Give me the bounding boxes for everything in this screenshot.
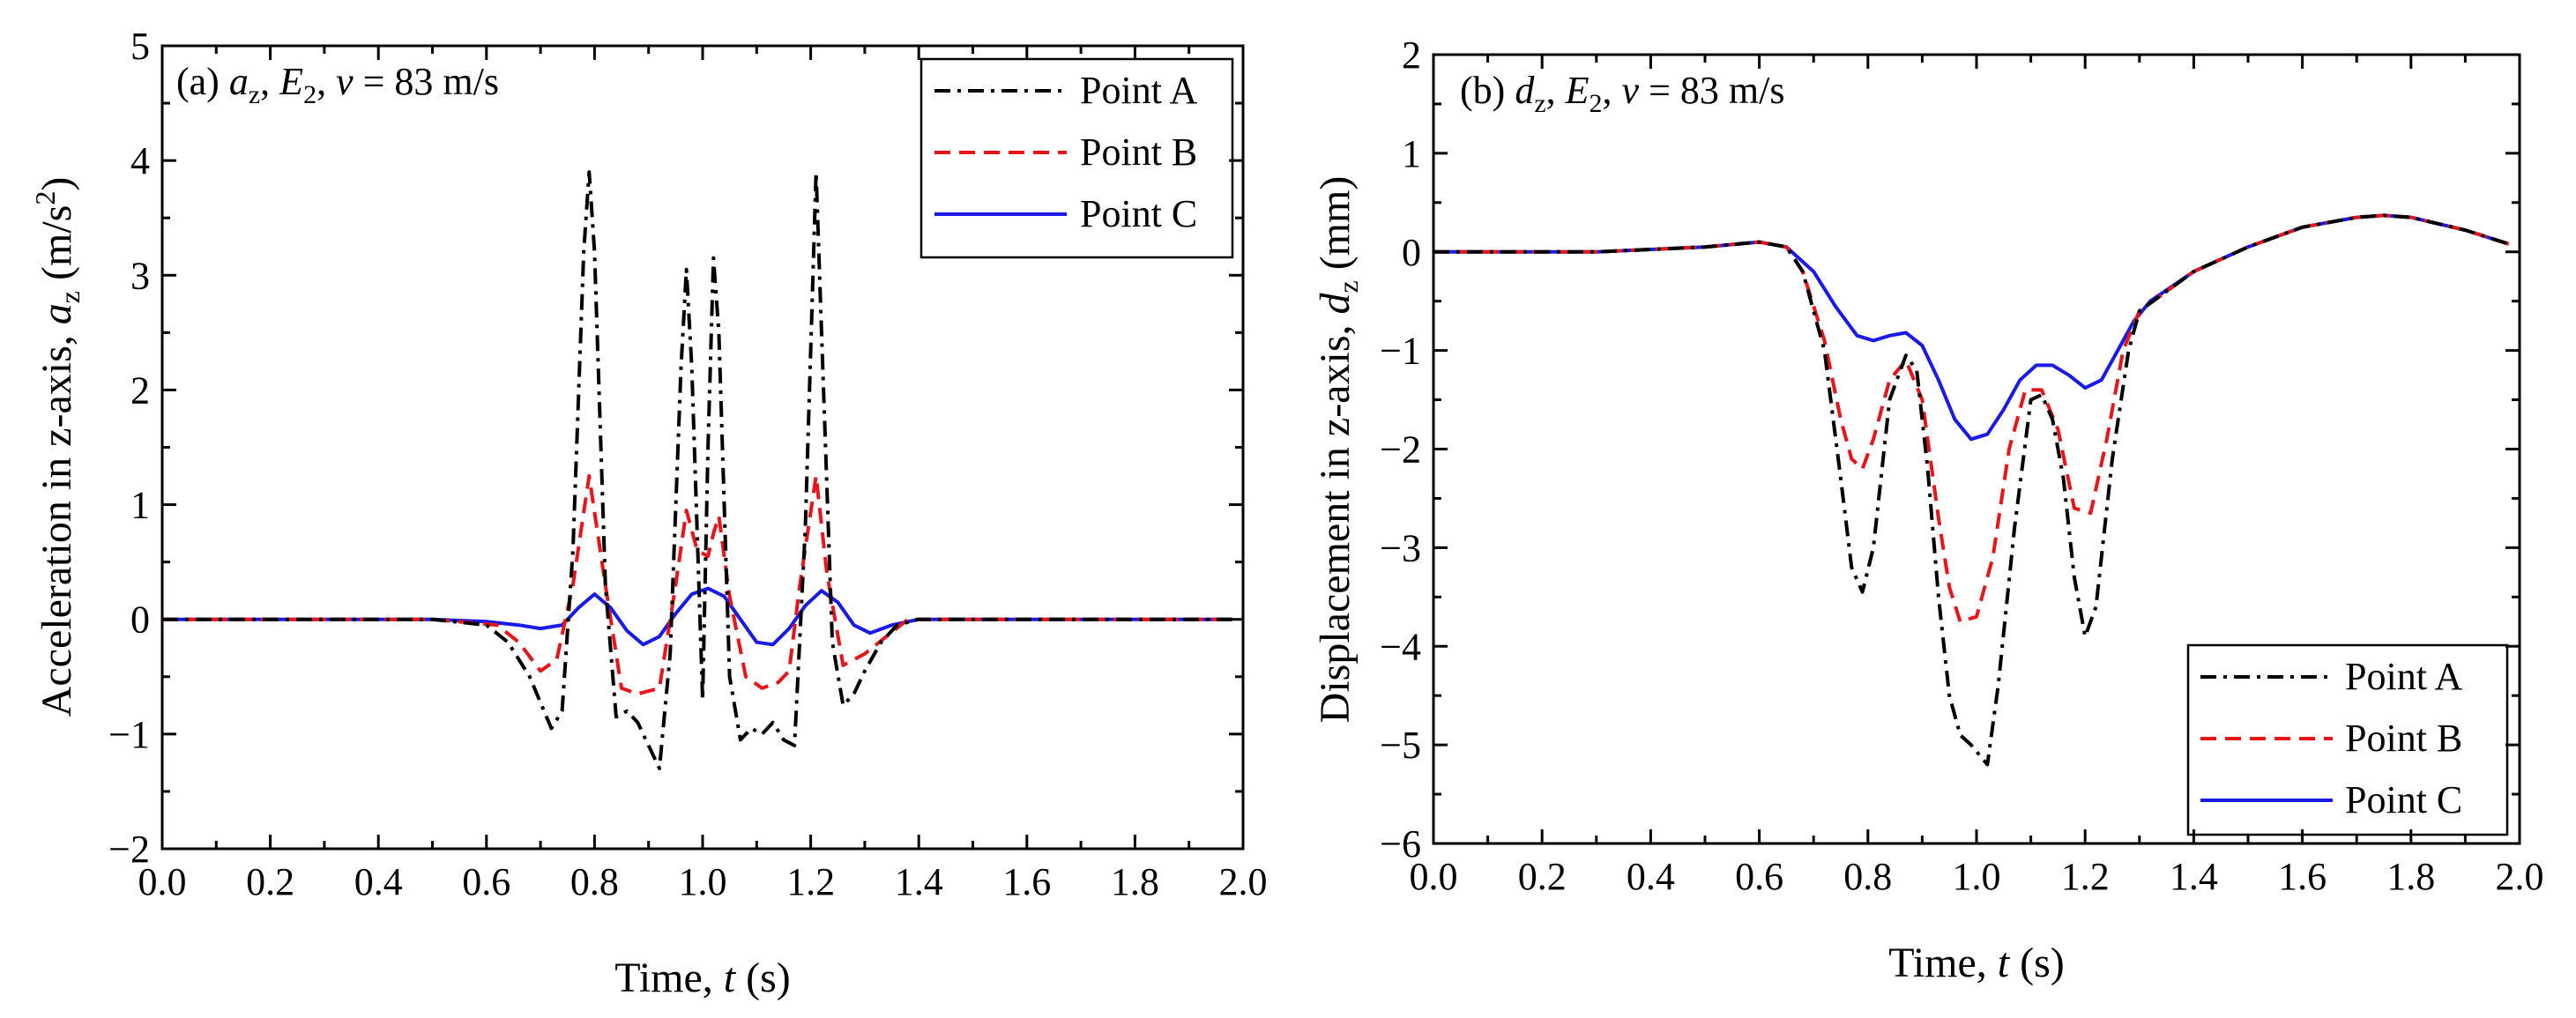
x-tick-label-b: 0.2 [1518, 855, 1567, 898]
x-tick-label-a: 0.2 [246, 860, 294, 903]
x-tick-label-a: 0.0 [138, 860, 187, 903]
y-tick-label-a: −1 [108, 713, 150, 756]
y-tick-label-b: −4 [1380, 625, 1421, 668]
y-tick-label-b: −1 [1380, 330, 1421, 373]
x-tick-label-a: 0.4 [354, 860, 403, 903]
y-axis-a: −2 −1 0 1 2 3 4 5 [108, 25, 1243, 871]
title-var-b: d [1515, 69, 1535, 112]
panel-b-displacement: 0.0 0.2 0.4 0.6 0.8 1.0 1.2 1.4 1.6 1.8 2.0 −6 −5 −4… [1312, 33, 2544, 986]
series-line-point-c-a [162, 586, 1232, 647]
x-tick-label-b: 1.6 [2278, 855, 2327, 898]
legend-label-point-a-a: Point A [1080, 69, 1197, 112]
series-line-point-a-a [162, 170, 1232, 770]
legend-box-b [2186, 643, 2509, 836]
y-tick-label-a: −2 [108, 828, 150, 871]
legend-label-point-a-b: Point A [2345, 655, 2462, 698]
series-line-point-c-b [1433, 213, 2510, 442]
x-tick-label-a: 1.2 [786, 860, 835, 903]
series-lines-b [1433, 213, 2510, 767]
series-line-point-b-a [162, 474, 1232, 696]
x-tick-label-b: 1.0 [1953, 855, 2001, 898]
legend-label-point-c-b: Point C [2345, 778, 2462, 821]
y-axis-title-a: Acceleration in z-axis, az (m/s2) [29, 177, 86, 717]
legend-label-point-b-a: Point B [1080, 130, 1197, 174]
legend-a: Point A Point B Point C [919, 57, 1234, 259]
legend-box-a [919, 57, 1234, 259]
y-tick-label-b: −2 [1380, 428, 1421, 472]
x-tick-label-a: 2.0 [1219, 860, 1268, 903]
panel-a-acceleration: 0.0 0.2 0.4 0.6 0.8 1.0 1.2 1.4 1.6 1.8 2.0 −2 −1 0 1… [29, 25, 1268, 1001]
y-tick-label-b: 2 [1402, 33, 1421, 77]
x-axis-b: 0.0 0.2 0.4 0.6 0.8 1.0 1.2 1.4 1.6 1.8 2.0 [1410, 55, 2544, 898]
y-tick-label-b: −6 [1380, 822, 1421, 866]
panel-title-a: (a) az, E2, v = 83 m/s [176, 60, 499, 109]
series-line-point-b-b [1433, 213, 2510, 624]
x-tick-label-b: 0.8 [1843, 855, 1892, 898]
x-tick-label-b: 1.2 [2061, 855, 2110, 898]
y-tick-label-a: 5 [130, 25, 150, 68]
y-axis-b: −6 −5 −4 −3 −2 −1 0 1 2 [1380, 33, 2520, 866]
y-tick-label-b: 1 [1402, 132, 1421, 175]
title-speed-text-b: = 83 m/s [1639, 69, 1784, 112]
y-tick-label-a: 2 [130, 368, 150, 412]
y-tick-label-b: −3 [1380, 526, 1421, 569]
x-tick-label-b: 1.4 [2170, 855, 2218, 898]
x-tick-label-b: 0.0 [1410, 855, 1458, 898]
title-var-sub-a: z [249, 80, 260, 109]
panel-label-b: (b) [1460, 69, 1505, 112]
title-case-b: E [1565, 69, 1590, 112]
y-axis-title-b: Displacement in z-axis, dz (mm) [1312, 176, 1364, 724]
legend-label-point-b-b: Point B [2345, 717, 2462, 760]
x-tick-label-a: 1.6 [1002, 860, 1051, 903]
x-axis-a: 0.0 0.2 0.4 0.6 0.8 1.0 1.2 1.4 1.6 1.8 2.0 [138, 46, 1268, 903]
x-tick-label-a: 1.4 [895, 860, 943, 903]
title-speed-var-a: v [336, 60, 354, 103]
series-lines-a [162, 170, 1232, 770]
x-axis-title-b: Time, t (s) [1888, 940, 2065, 986]
legend-b: Point A Point B Point C [2186, 643, 2509, 836]
legend-label-point-c-a: Point C [1080, 192, 1197, 235]
title-var-sub-b: z [1534, 89, 1545, 118]
title-case-a: E [279, 60, 303, 103]
y-tick-label-a: 4 [130, 139, 150, 182]
x-tick-label-b: 1.8 [2386, 855, 2435, 898]
title-case-sub-a: 2 [303, 80, 316, 109]
y-tick-label-b: −5 [1380, 724, 1421, 767]
y-tick-label-a: 3 [130, 254, 150, 297]
x-tick-label-b: 2.0 [2496, 855, 2544, 898]
x-tick-label-a: 1.0 [679, 860, 727, 903]
x-axis-title-a: Time, t (s) [614, 955, 791, 1001]
panel-label-a: (a) [176, 60, 220, 103]
title-case-sub-b: 2 [1590, 89, 1603, 118]
x-tick-label-b: 0.6 [1735, 855, 1783, 898]
panel-title-b: (b) dz, E2, v = 83 m/s [1460, 69, 1784, 118]
x-tick-label-a: 0.8 [570, 860, 619, 903]
y-tick-label-a: 1 [130, 484, 150, 527]
series-line-point-a-b [1433, 213, 2510, 767]
x-tick-label-b: 0.4 [1627, 855, 1675, 898]
y-tick-label-b: 0 [1402, 231, 1421, 274]
title-speed-var-b: v [1622, 69, 1640, 112]
title-var-a: a [229, 60, 249, 103]
x-tick-label-a: 0.6 [462, 860, 510, 903]
x-tick-label-a: 1.8 [1111, 860, 1159, 903]
title-speed-text-a: = 83 m/s [354, 60, 499, 103]
y-tick-label-a: 0 [130, 598, 150, 642]
